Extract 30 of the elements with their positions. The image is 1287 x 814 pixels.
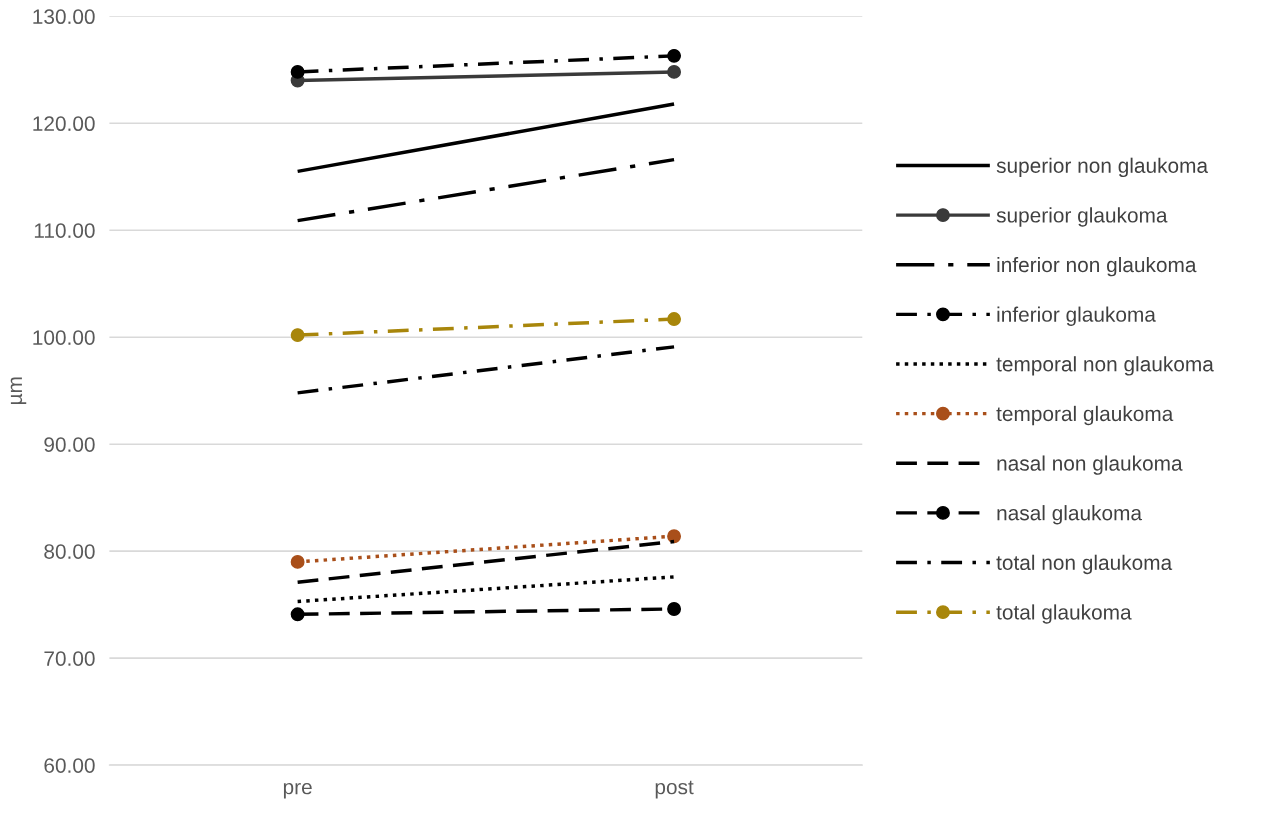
x-tick-label: post	[655, 780, 694, 799]
point	[667, 64, 682, 79]
y-tick-label: 120.00	[33, 116, 95, 132]
point	[290, 64, 305, 79]
legend-label: nasal non glaukoma	[997, 455, 1183, 475]
legend-label: nasal glaukoma	[997, 505, 1143, 525]
y-tick-label: 70.00	[44, 651, 95, 666]
point	[667, 48, 682, 63]
legend-label: inferior glaukoma	[997, 306, 1156, 326]
legend-label: inferior non glaukoma	[997, 256, 1197, 277]
y-tick-label: 80.00	[44, 544, 95, 559]
point	[290, 607, 305, 622]
legend-label: total non glaukoma	[996, 554, 1173, 575]
legend-label: temporal non glaukoma	[996, 356, 1214, 376]
legend-label: total glaukoma	[996, 604, 1132, 624]
x-tick-label: pre	[283, 782, 312, 799]
y-tick-label: 100.00	[33, 330, 95, 345]
point	[290, 328, 305, 343]
y-tick-label: 130.00	[33, 9, 95, 25]
y-tick-label: 60.00	[44, 758, 95, 773]
point	[667, 312, 682, 326]
y-axis-title: µm	[10, 377, 27, 404]
legend-label: superior non glaukoma	[996, 157, 1209, 178]
legend-label: superior glaukoma	[996, 207, 1168, 227]
y-tick-label: 90.00	[44, 437, 95, 452]
point	[667, 602, 682, 616]
y-tick-label: 110.00	[34, 223, 95, 238]
point	[290, 554, 305, 569]
legend-label: temporal glaukoma	[996, 405, 1174, 426]
point	[667, 529, 682, 544]
